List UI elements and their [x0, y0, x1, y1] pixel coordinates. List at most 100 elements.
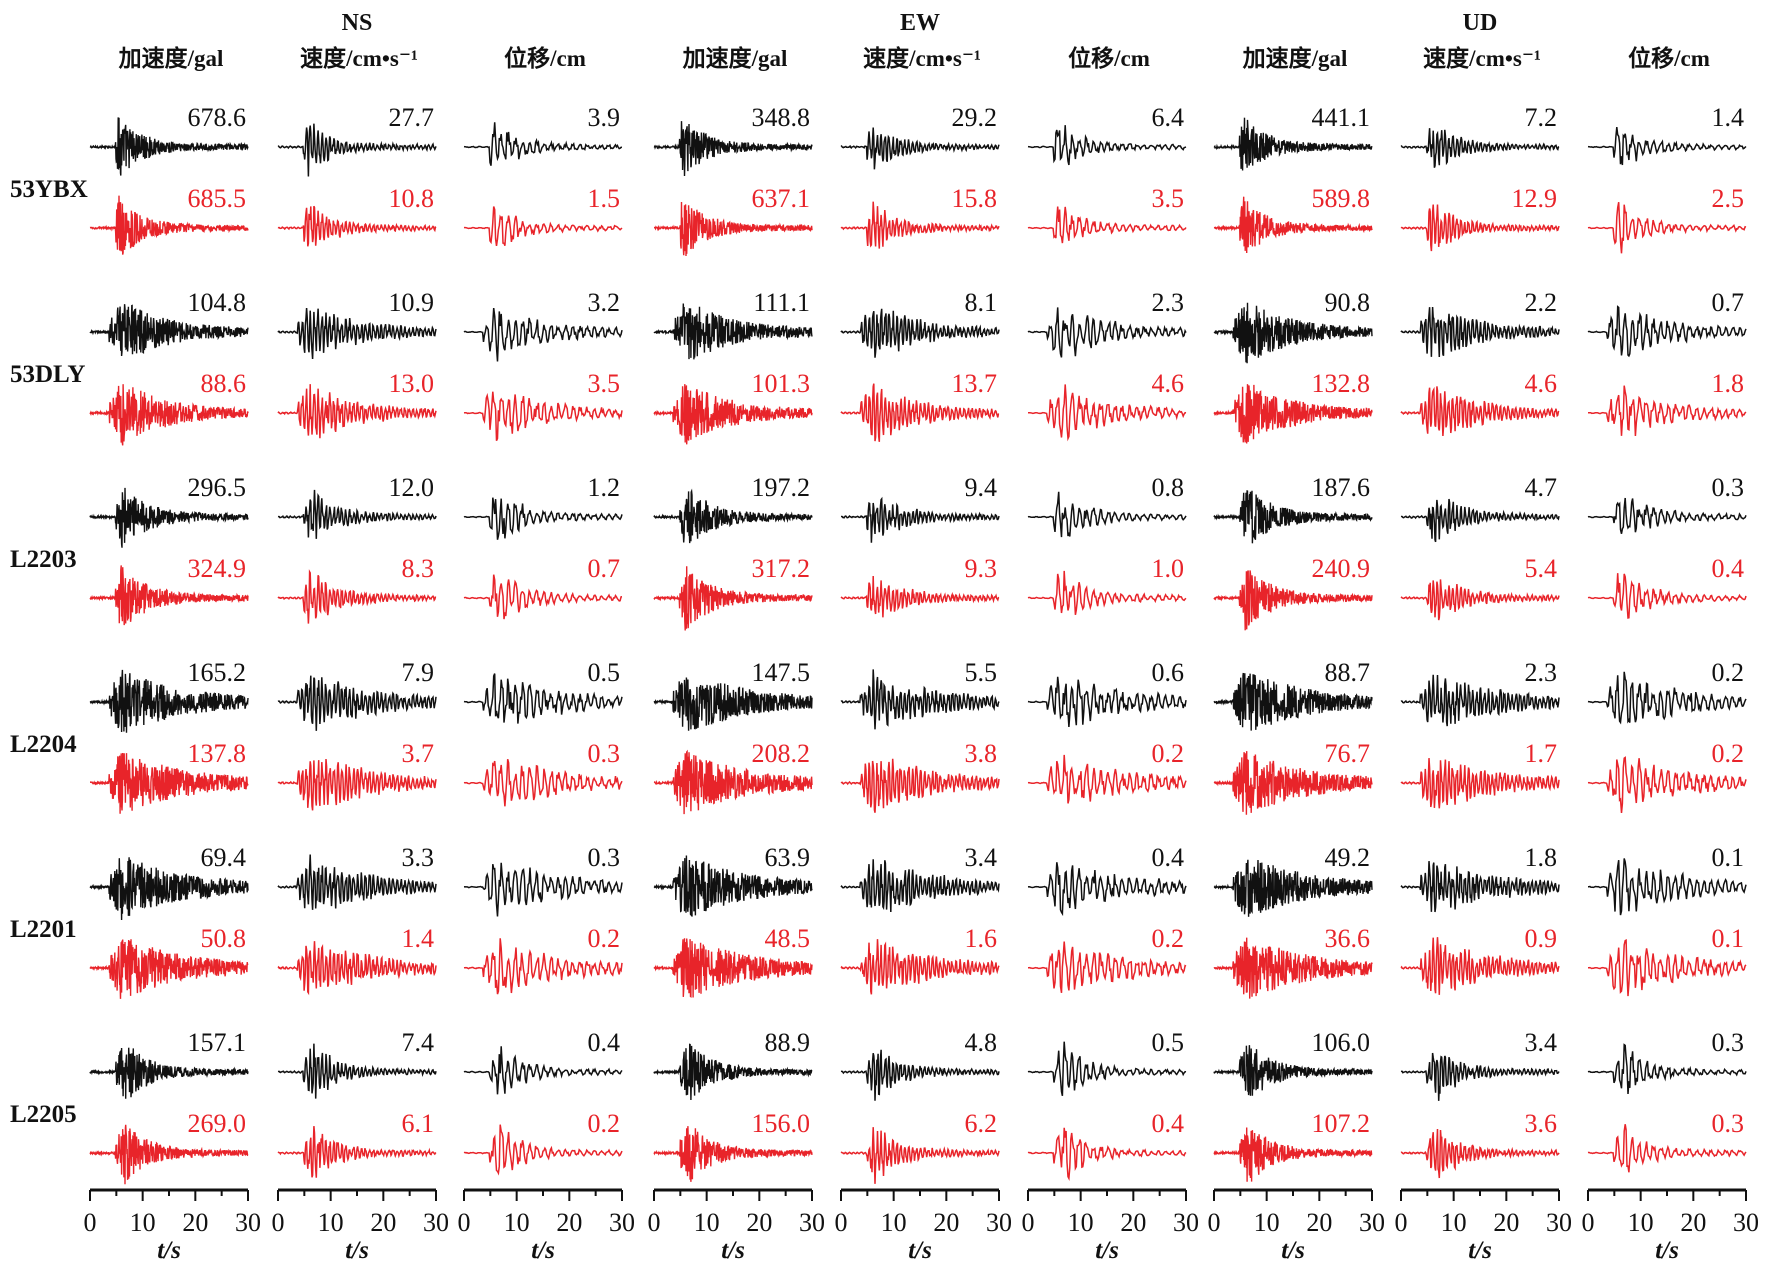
time-axis-6: 0 10 20 30 t/s [1208, 1188, 1385, 1264]
panel-l2204-simulated-3: 208.2 [653, 739, 813, 815]
peak-value-label: 8.3 [402, 554, 435, 583]
peak-value-label: 157.1 [188, 1028, 247, 1057]
peak-value-label: 3.6 [1525, 1109, 1558, 1138]
peak-value-label: 88.6 [201, 369, 247, 398]
panel-53ybx-observed-5: 6.4 [1027, 103, 1187, 166]
panel-l2204-simulated-6: 76.7 [1213, 739, 1373, 815]
panel-l2204-observed-1: 7.9 [277, 658, 437, 731]
peak-value-label: 197.2 [752, 473, 811, 502]
peak-value-label: 2.2 [1525, 288, 1558, 317]
panel-53dly-simulated-1: 13.0 [277, 369, 437, 439]
tick-label: 0 [272, 1208, 285, 1237]
panel-l2203-simulated-1: 8.3 [277, 554, 437, 624]
peak-value-label: 1.0 [1152, 554, 1185, 583]
waveform-trace [1587, 127, 1747, 166]
panel-l2205-simulated-3: 156.0 [653, 1109, 813, 1182]
panel-53ybx-simulated-0: 685.5 [89, 184, 249, 255]
peak-value-label: 441.1 [1312, 103, 1371, 132]
x-axis-label: t/s [157, 1237, 181, 1264]
waveform-trace [653, 303, 813, 360]
waveform-trace [1213, 570, 1373, 631]
panel-l2205-observed-1: 7.4 [277, 1028, 437, 1099]
time-axis-8: 0 10 20 30 t/s [1582, 1188, 1759, 1264]
peak-value-label: 69.4 [201, 843, 247, 872]
peak-value-label: 0.4 [1152, 1109, 1185, 1138]
waveform-trace [653, 384, 813, 445]
panel-l2205-observed-7: 3.4 [1400, 1028, 1560, 1101]
tick-label: 0 [1582, 1208, 1595, 1237]
panel-53dly-simulated-5: 4.6 [1028, 369, 1187, 442]
waveform-trace [1027, 1127, 1187, 1182]
peak-value-label: 0.7 [588, 554, 621, 583]
waveform-trace [89, 565, 249, 626]
tick-label: 10 [1068, 1208, 1094, 1237]
panel-53dly-simulated-0: 88.6 [89, 369, 249, 446]
waveform-trace [840, 575, 1000, 618]
waveform-trace [277, 1043, 437, 1099]
peak-value-label: 0.2 [588, 924, 621, 953]
waveform-trace [1588, 385, 1747, 437]
time-axis-4: 0 10 20 30 t/s [835, 1188, 1012, 1264]
waveform-trace [1587, 497, 1747, 534]
tick-label: 0 [1395, 1208, 1408, 1237]
component-label-ns: NS [342, 10, 373, 36]
panel-53ybx-simulated-8: 2.5 [1587, 184, 1747, 254]
panel-53ybx-simulated-4: 15.8 [840, 184, 1000, 249]
waveform-trace [89, 1047, 249, 1099]
waveform-trace [1400, 498, 1560, 543]
waveform-trace [1587, 1043, 1747, 1095]
waveform-trace [1213, 384, 1373, 444]
panel-l2201-simulated-8: 0.1 [1588, 924, 1747, 997]
waveform-trace [277, 758, 437, 811]
panel-l2201-observed-0: 69.4 [89, 843, 249, 921]
panel-l2203-observed-4: 9.4 [841, 473, 1000, 543]
panel-l2203-simulated-0: 324.9 [89, 554, 249, 626]
panel-l2203-observed-2: 1.2 [463, 473, 623, 540]
peak-value-label: 8.1 [965, 288, 998, 317]
waveform-trace [463, 497, 623, 540]
panel-l2204-observed-4: 5.5 [840, 658, 1000, 730]
peak-value-label: 147.5 [752, 658, 811, 687]
tick-label: 30 [1359, 1208, 1385, 1237]
peak-value-label: 132.8 [1312, 369, 1371, 398]
panel-l2203-observed-7: 4.7 [1400, 473, 1560, 543]
panel-l2203-observed-3: 197.2 [653, 473, 813, 544]
peak-value-label: 0.5 [588, 658, 621, 687]
panel-l2201-observed-7: 1.8 [1400, 843, 1560, 913]
tick-label: 10 [1628, 1208, 1654, 1237]
quantity-label: 速度/cm•s⁻¹ [863, 45, 981, 71]
peak-value-label: 0.3 [588, 843, 621, 872]
panel-l2205-observed-5: 0.5 [1027, 1028, 1187, 1096]
station-label-l2203: L2203 [10, 546, 77, 573]
station-label-53dly: 53DLY [10, 361, 86, 388]
peak-value-label: 15.8 [952, 184, 998, 213]
panel-l2204-observed-6: 88.7 [1213, 658, 1373, 731]
peak-value-label: 678.6 [188, 103, 247, 132]
waveform-trace [840, 859, 1000, 913]
tick-label: 20 [1680, 1208, 1706, 1237]
peak-value-label: 6.4 [1152, 103, 1185, 132]
panel-l2204-simulated-7: 1.7 [1400, 739, 1560, 809]
tick-label: 0 [835, 1208, 848, 1237]
panel-l2201-simulated-6: 36.6 [1213, 924, 1373, 999]
panel-l2204-observed-7: 2.3 [1400, 658, 1560, 727]
peak-value-label: 348.8 [752, 103, 811, 132]
x-axis-label: t/s [1095, 1237, 1119, 1264]
x-axis-label: t/s [531, 1237, 555, 1264]
panel-53dly-simulated-2: 3.5 [463, 369, 623, 442]
panel-53ybx-observed-0: 678.6 [89, 103, 249, 176]
panel-l2203-observed-8: 0.3 [1587, 473, 1747, 534]
waveform-trace [277, 308, 437, 360]
panel-l2205-simulated-1: 6.1 [277, 1109, 437, 1178]
waveform-trace [1587, 201, 1747, 254]
waveform-trace [840, 201, 1000, 249]
peak-value-label: 4.6 [1525, 369, 1558, 398]
waveform-trace [89, 939, 249, 999]
panel-53dly-observed-0: 104.8 [89, 288, 249, 357]
panel-l2203-observed-5: 0.8 [1027, 473, 1187, 538]
peak-value-label: 589.8 [1312, 184, 1371, 213]
waveform-trace [1027, 491, 1187, 538]
waveform-trace [1213, 302, 1373, 364]
waveform-trace [840, 1127, 1000, 1184]
panel-l2203-observed-6: 187.6 [1213, 473, 1373, 544]
